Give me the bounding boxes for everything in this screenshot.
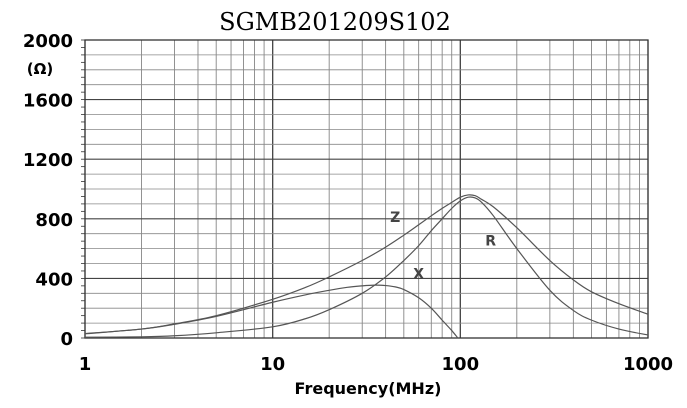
chart-title: SGMB201209S102 [219,8,451,36]
plot-area [84,194,649,339]
series-label-z: Z [390,210,400,226]
y-tick-label: 800 [35,210,73,231]
x-tick-label: 1000 [623,354,673,375]
y-tick-label: 1200 [23,150,73,171]
y-axis-unit: (Ω) [27,60,53,78]
y-tick-label: 0 [60,329,73,350]
y-tick-label: 1600 [23,91,73,112]
x-tick-label: 100 [442,354,480,375]
series-label-x: X [413,266,424,282]
tick-labels: 0 400 800 1200 1600 2000 1 10 100 1000 [23,31,673,375]
y-tick-label: 400 [35,269,73,290]
series-annotations: Z X R [390,210,496,283]
series-line-z [84,194,649,335]
series-line-x [84,284,459,339]
y-tick-label: 2000 [23,31,73,52]
x-axis-label: Frequency(MHz) [295,379,442,398]
series-label-r: R [485,234,496,250]
series-line-r [84,196,649,338]
x-tick-label: 10 [260,354,285,375]
x-tick-label: 1 [79,354,92,375]
grid-lines [81,39,649,339]
